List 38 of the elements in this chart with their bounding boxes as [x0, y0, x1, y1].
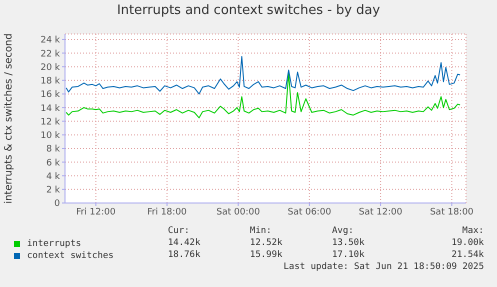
y-tick-label: 22 k [40, 49, 61, 60]
line-series [66, 73, 461, 118]
text: 18.76k [168, 250, 202, 262]
legend-label: context switches [27, 251, 114, 261]
x-tick-label: Sat 18:00 [430, 207, 474, 218]
y-tick-label: 8 k [46, 144, 61, 155]
y-tick-label: 24 k [40, 36, 61, 46]
text: Avg: [332, 226, 355, 238]
y-tick-label: 18 k [40, 76, 61, 87]
legend-label: interrupts [27, 239, 82, 249]
text: 14.42k [168, 238, 202, 250]
y-tick-label: 20 k [40, 62, 61, 73]
y-tick-label: 10 k [40, 131, 61, 142]
text: 13.50k [332, 238, 366, 250]
text: 21.54k [450, 250, 485, 262]
y-tick-label: 2 k [46, 186, 61, 196]
y-tick-label: 16 k [40, 90, 61, 100]
y-axis-title: interrupts & ctx switches / second [4, 33, 15, 204]
y-tick-label: 12 k [40, 117, 61, 128]
text: 12.52k [250, 238, 284, 250]
text: 15.99k [250, 250, 284, 262]
text: Cur: [168, 226, 191, 238]
text: Min: [250, 226, 273, 238]
y-tick-label: 14 k [40, 104, 61, 114]
text: 19.00k [450, 238, 485, 250]
x-tick-label: Sat 06:00 [288, 207, 332, 218]
y-tick-label: 4 k [46, 172, 61, 182]
text: 17.10k [332, 250, 366, 262]
x-tick-label: Sat 00:00 [216, 207, 260, 218]
line-series [66, 56, 461, 94]
y-tick-label: 6 k [46, 158, 61, 168]
x-tick-label: Sat 12:00 [358, 207, 403, 218]
text: Max: [461, 226, 485, 238]
x-tick-label: Fri 18:00 [147, 207, 188, 218]
text: Last update: Sat Jun 21 18:50:09 2025 [282, 262, 485, 274]
y-tick-label: 0 [54, 199, 60, 210]
x-tick-label: Fri 12:00 [76, 207, 116, 218]
chart-title: Interrupts and context switches - by day [116, 3, 382, 18]
